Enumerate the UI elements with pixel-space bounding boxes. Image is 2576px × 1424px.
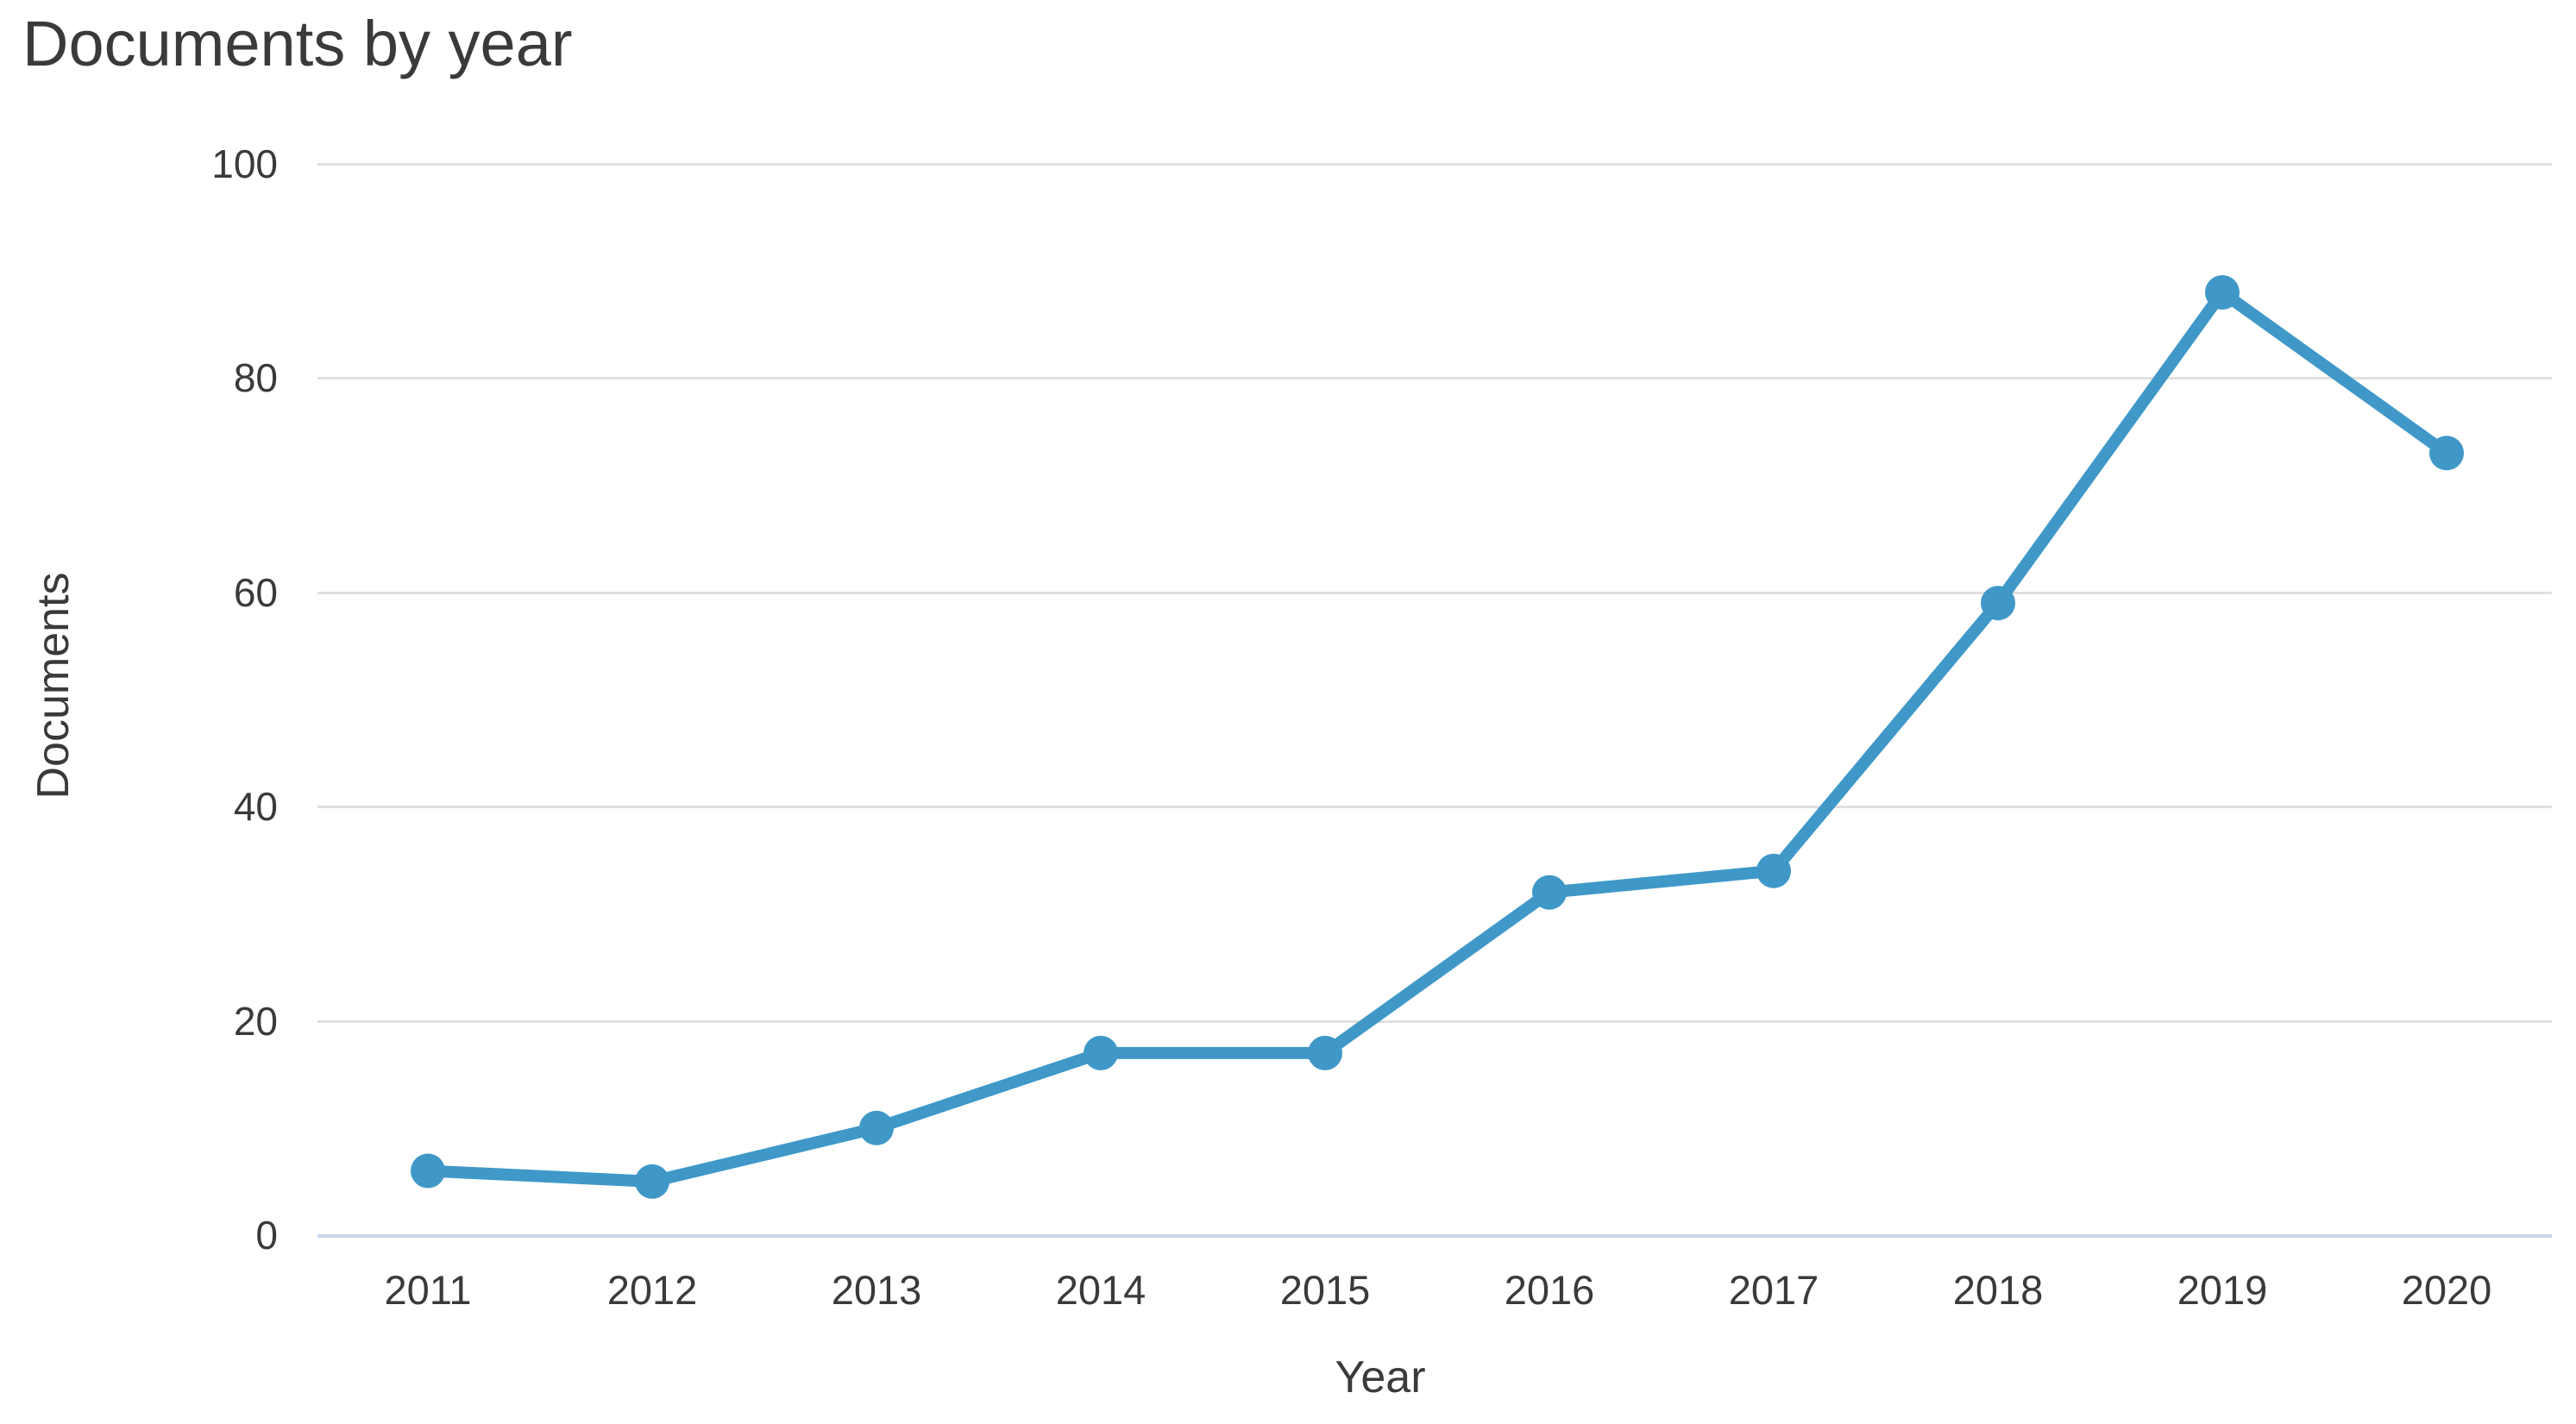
data-point-2011[interactable] <box>411 1153 445 1189</box>
data-point-2015[interactable] <box>1308 1035 1342 1070</box>
y-tick-label-60: 60 <box>233 569 278 615</box>
x-tick-label-2015: 2015 <box>1279 1267 1371 1313</box>
data-point-2013[interactable] <box>859 1110 894 1145</box>
series-line-documents <box>422 286 2453 1188</box>
x-tick-label-2018: 2018 <box>1952 1267 2044 1313</box>
data-point-2020[interactable] <box>2429 436 2464 471</box>
x-tick-label-2017: 2017 <box>1728 1267 1819 1313</box>
x-tick-label-2012: 2012 <box>606 1267 698 1313</box>
chart-title: Documents by year <box>22 8 573 79</box>
x-tick-label-2014: 2014 <box>1055 1267 1147 1313</box>
x-tick-label-2020: 2020 <box>2401 1267 2492 1313</box>
gridline-y-80 <box>317 377 2552 380</box>
y-tick-label-80: 80 <box>233 355 278 401</box>
x-tick-label-2013: 2013 <box>831 1267 922 1313</box>
data-point-2012[interactable] <box>635 1164 669 1199</box>
x-tick-label-2016: 2016 <box>1504 1267 1595 1313</box>
y-tick-label-40: 40 <box>233 784 278 830</box>
gridline-y-60 <box>317 591 2552 594</box>
line-series-svg <box>411 275 2464 1199</box>
x-tick-label-2011: 2011 <box>384 1267 472 1313</box>
y-axis-title: Documents <box>28 572 79 800</box>
x-axis-line <box>317 1234 2552 1238</box>
plot-area <box>317 163 2552 1238</box>
y-tick-label-20: 20 <box>233 998 278 1044</box>
data-point-2016[interactable] <box>1532 875 1567 910</box>
data-point-2018[interactable] <box>1981 586 2015 621</box>
data-point-2017[interactable] <box>1756 853 1791 888</box>
x-axis-title: Year <box>1335 1352 1426 1402</box>
gridline-y-40 <box>317 806 2552 809</box>
y-tick-label-0: 0 <box>255 1213 278 1258</box>
data-point-2019[interactable] <box>2205 275 2240 310</box>
gridline-y-20 <box>317 1019 2552 1023</box>
gridline-y-100 <box>317 163 2552 166</box>
y-tick-label-100: 100 <box>211 141 278 186</box>
x-tick-label-2019: 2019 <box>2177 1267 2268 1313</box>
data-point-2014[interactable] <box>1084 1035 1118 1070</box>
